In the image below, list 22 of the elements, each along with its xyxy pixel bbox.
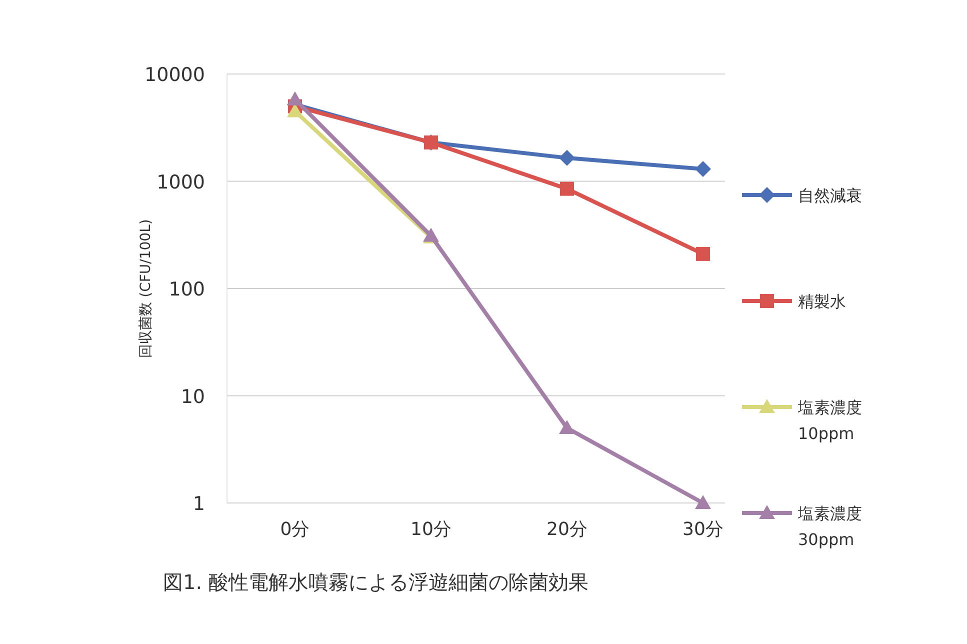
x-tick-label: 10分 [410,519,452,540]
point [696,246,710,261]
point [560,182,574,196]
y-tick-label: 100 [168,278,205,300]
legend-label: 塩素濃度 30ppm [797,504,862,549]
y-tick-label: 1 [192,493,205,515]
legend-label: 塩素濃度 10ppm [797,398,862,443]
x-tick-label: 30分 [682,519,724,540]
legend-label: 精製水 [798,292,846,311]
legend-label: 自然減衰 [798,186,862,205]
y-tick-label: 10 [180,386,205,408]
y-tick-label: 10000 [144,64,205,86]
point [695,495,711,509]
y-axis-title: 回収菌数 (CFU/100L) [138,219,154,358]
point [559,420,575,434]
x-tick-label: 0分 [280,519,310,540]
point [559,150,575,166]
x-tick-label: 20分 [546,519,588,540]
y-tick-label: 1000 [156,171,205,194]
point [287,91,303,106]
point [695,161,711,178]
text: 図1. 酸性電解水噴霧による浮遊細菌の除菌効果 [163,570,588,594]
